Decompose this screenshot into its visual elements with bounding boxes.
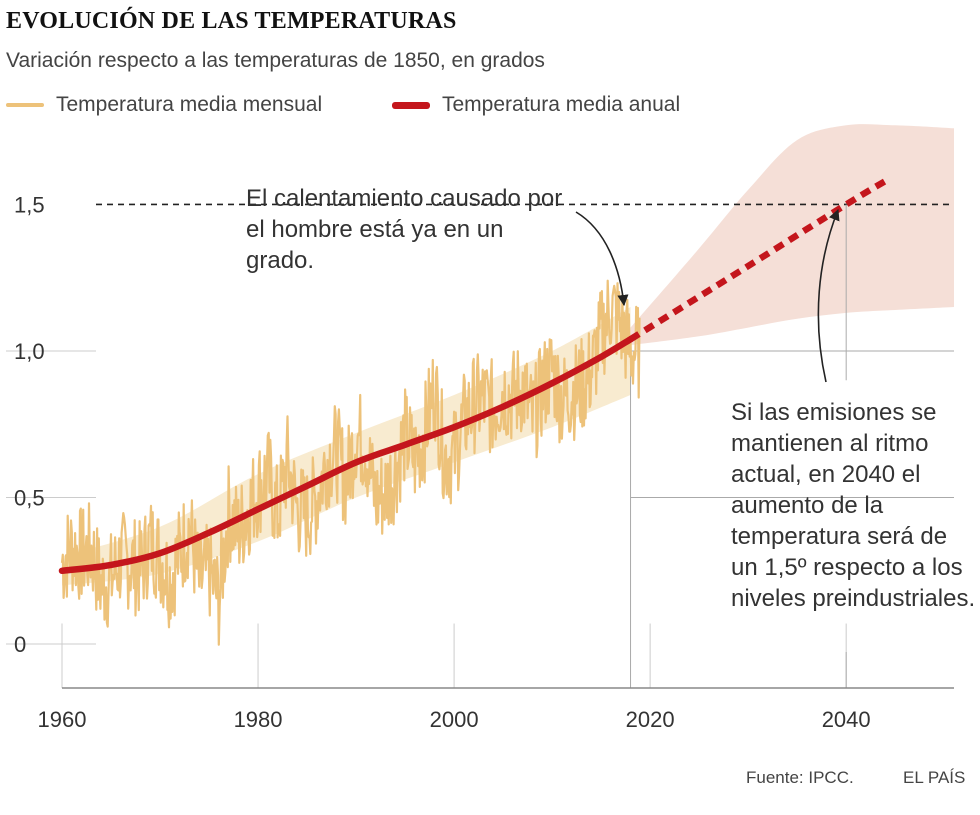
grid-layer <box>6 203 954 689</box>
y-tick-label: 1,0 <box>14 339 45 364</box>
legend-annual-swatch <box>392 101 430 109</box>
y-tick-label: 0 <box>14 632 26 657</box>
legend-annual: Temperatura media anual <box>392 93 680 117</box>
arrow-human-warming <box>575 211 629 307</box>
arrow-projection <box>817 208 840 383</box>
source-note: Fuente: IPCC. <box>746 768 854 787</box>
legend-monthly-label: Temperatura media mensual <box>56 93 323 116</box>
projection-line <box>628 178 888 343</box>
x-tick-label: 1980 <box>234 707 283 732</box>
band-observed <box>62 307 631 586</box>
annotation-projection: Si las emisiones se mantienen al ritmo a… <box>731 399 976 612</box>
x-tick-label: 1960 <box>38 707 87 732</box>
x-tick-label: 2020 <box>626 707 675 732</box>
brand-label: EL PAÍS <box>903 768 966 787</box>
annotation-human-warming: El calentamiento causado por el hombre e… <box>246 185 563 274</box>
chart-subtitle: Variación respecto a las temperaturas de… <box>6 49 545 72</box>
annual-temperature-line <box>58 336 634 575</box>
y-tick-label: 1,5 <box>14 192 45 217</box>
legend-monthly-swatch <box>6 103 44 107</box>
legend-monthly: Temperatura media mensual <box>6 93 322 117</box>
series-layer <box>58 178 888 646</box>
x-tick-label: 2000 <box>430 707 479 732</box>
x-tick-label: 2040 <box>822 707 871 732</box>
ticks-layer: 0 0,5 1,0 1,5 1960 1980 2000 2020 2040 <box>14 192 871 732</box>
legend-annual-label: Temperatura media anual <box>442 93 681 116</box>
y-tick-label: 0,5 <box>14 486 45 511</box>
monthly-temperature-line <box>60 279 641 646</box>
chart-title: EVOLUCIÓN DE LAS TEMPERATURAS <box>6 8 457 34</box>
annotation-arrows <box>575 208 840 383</box>
